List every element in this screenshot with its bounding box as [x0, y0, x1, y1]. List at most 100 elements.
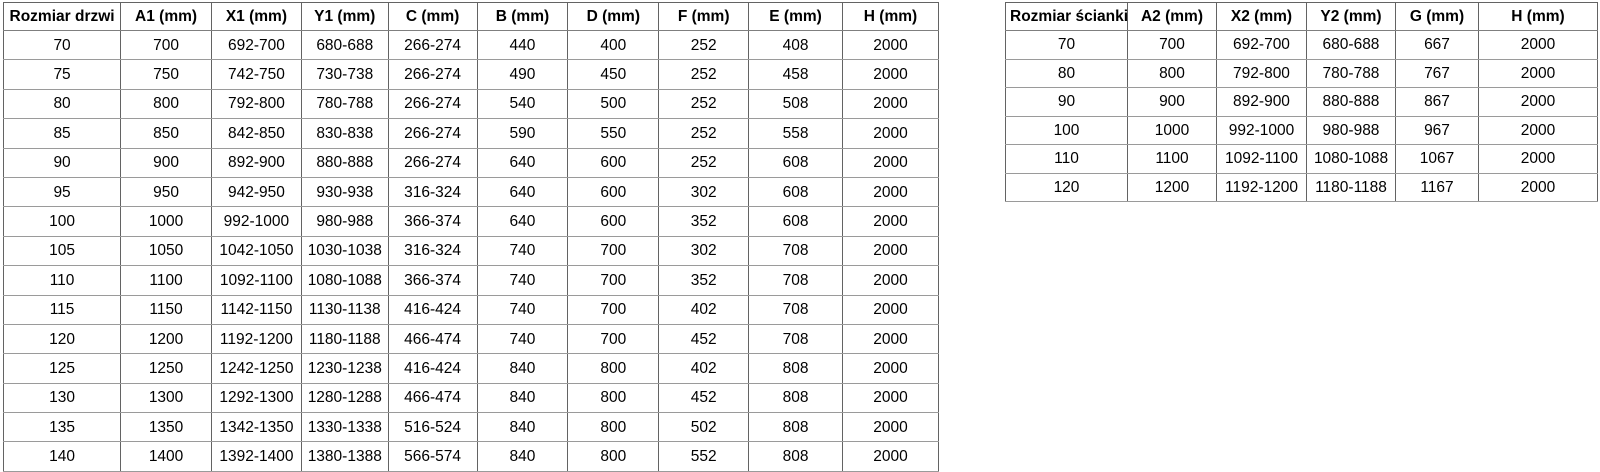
cell-f: 252	[658, 118, 750, 149]
cell-g: 667	[1395, 30, 1479, 60]
cell-h: 2000	[841, 412, 940, 443]
cell-a2: 800	[1127, 58, 1217, 88]
cell-c: 266-274	[387, 118, 478, 149]
cell-b: 840	[476, 412, 569, 443]
column-header-wall-size: Rozmiar ścianki	[1005, 2, 1128, 31]
cell-x1: 892-900	[210, 147, 302, 178]
cell-e: 458	[748, 59, 843, 90]
cell-a2: 700	[1127, 30, 1217, 60]
cell-c: 266-274	[387, 59, 478, 90]
cell-a2: 1100	[1127, 144, 1217, 174]
cell-e: 808	[748, 353, 843, 384]
cell-x1: 1392-1400	[210, 441, 302, 472]
cell-c: 466-474	[387, 323, 478, 355]
cell-h: 2000	[841, 176, 940, 208]
column-header-d: D (mm)	[567, 2, 660, 31]
cell-h: 2000	[1478, 115, 1598, 145]
cell-g: 767	[1395, 58, 1479, 88]
cell-a1: 1000	[120, 206, 212, 237]
cell-h: 2000	[841, 323, 940, 355]
cell-y2: 680-688	[1306, 30, 1396, 60]
cell-b: 740	[476, 235, 569, 267]
cell-a1: 1050	[120, 235, 212, 267]
cell-x1: 842-850	[210, 118, 302, 149]
cell-y1: 830-838	[300, 118, 389, 149]
cell-b: 840	[476, 353, 569, 384]
cell-y2: 1080-1088	[1306, 144, 1396, 174]
cell-f: 352	[658, 206, 750, 237]
cell-a1: 1250	[120, 353, 212, 384]
cell-a1: 1300	[120, 382, 212, 414]
column-header-y2: Y2 (mm)	[1306, 2, 1396, 31]
cell-h: 2000	[841, 265, 940, 296]
column-header-a1: A1 (mm)	[120, 2, 212, 31]
column-header-b: B (mm)	[476, 2, 569, 31]
cell-g: 1067	[1395, 144, 1479, 174]
cell-y1: 1030-1038	[300, 235, 389, 267]
table-row: 115 1150 1142-1150 1130-1138 416-424 740…	[2, 294, 940, 325]
cell-g: 867	[1395, 87, 1479, 117]
table-row: 70 700 692-700 680-688 667 2000	[1005, 30, 1598, 60]
cell-door-size: 90	[2, 147, 122, 178]
cell-h: 2000	[1478, 144, 1598, 174]
cell-x1: 1142-1150	[210, 294, 302, 325]
cell-a1: 750	[120, 59, 212, 90]
cell-wall-size: 100	[1005, 115, 1128, 145]
cell-e: 808	[748, 441, 843, 472]
table-row: 70 700 692-700 680-688 266-274 440 400 2…	[2, 29, 940, 61]
cell-f: 552	[658, 441, 750, 472]
cell-h: 2000	[841, 353, 940, 384]
cell-wall-size: 110	[1005, 144, 1128, 174]
cell-wall-size: 120	[1005, 172, 1128, 202]
cell-f: 352	[658, 265, 750, 296]
cell-x1: 692-700	[210, 29, 302, 61]
cell-e: 558	[748, 118, 843, 149]
cell-f: 502	[658, 412, 750, 443]
cell-door-size: 70	[2, 29, 122, 61]
cell-x1: 1042-1050	[210, 235, 302, 267]
cell-y1: 780-788	[300, 88, 389, 120]
cell-c: 266-274	[387, 88, 478, 120]
cell-h: 2000	[841, 59, 940, 90]
cell-x1: 1342-1350	[210, 412, 302, 443]
cell-a1: 1350	[120, 412, 212, 443]
column-header-x1: X1 (mm)	[210, 2, 302, 31]
cell-d: 700	[567, 265, 660, 296]
cell-y2: 780-788	[1306, 58, 1396, 88]
cell-y1: 1330-1338	[300, 412, 389, 443]
cell-c: 516-524	[387, 412, 478, 443]
cell-a2: 1200	[1127, 172, 1217, 202]
cell-a1: 800	[120, 88, 212, 120]
cell-d: 500	[567, 88, 660, 120]
cell-x1: 1092-1100	[210, 265, 302, 296]
cell-f: 452	[658, 382, 750, 414]
table-row: 100 1000 992-1000 980-988 967 2000	[1005, 115, 1598, 145]
cell-d: 600	[567, 206, 660, 237]
table-header-row: Rozmiar ścianki A2 (mm) X2 (mm) Y2 (mm) …	[1005, 2, 1598, 31]
cell-door-size: 135	[2, 412, 122, 443]
door-size-table: Rozmiar drzwi A1 (mm) X1 (mm) Y1 (mm) C …	[2, 2, 940, 472]
cell-c: 566-574	[387, 441, 478, 472]
table-header-row: Rozmiar drzwi A1 (mm) X1 (mm) Y1 (mm) C …	[2, 2, 940, 31]
cell-h: 2000	[1478, 58, 1598, 88]
cell-f: 402	[658, 353, 750, 384]
cell-b: 490	[476, 59, 569, 90]
cell-d: 550	[567, 118, 660, 149]
cell-door-size: 125	[2, 353, 122, 384]
cell-c: 266-274	[387, 147, 478, 178]
cell-h: 2000	[1478, 87, 1598, 117]
cell-f: 252	[658, 88, 750, 120]
cell-door-size: 130	[2, 382, 122, 414]
cell-f: 452	[658, 323, 750, 355]
door-table-body: 70 700 692-700 680-688 266-274 440 400 2…	[2, 29, 940, 472]
cell-e: 608	[748, 206, 843, 237]
cell-f: 252	[658, 147, 750, 178]
cell-g: 1167	[1395, 172, 1479, 202]
cell-b: 540	[476, 88, 569, 120]
cell-x2: 992-1000	[1216, 115, 1307, 145]
cell-c: 316-324	[387, 176, 478, 208]
cell-b: 740	[476, 265, 569, 296]
column-header-h: H (mm)	[1478, 2, 1598, 31]
cell-d: 800	[567, 382, 660, 414]
cell-y2: 880-888	[1306, 87, 1396, 117]
